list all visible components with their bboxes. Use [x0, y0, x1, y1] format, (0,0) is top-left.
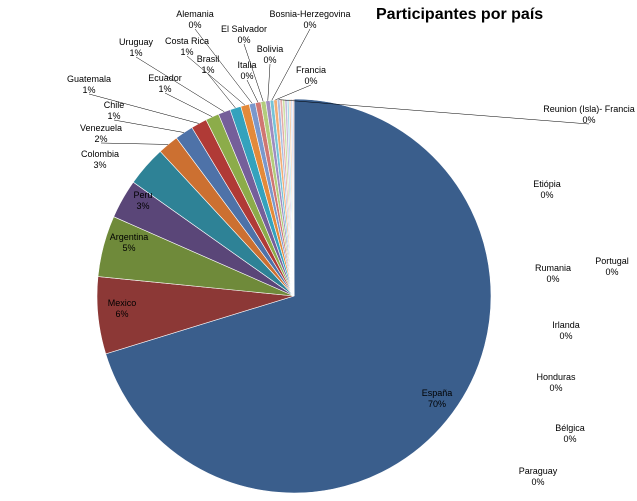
leader-line-brasil: [207, 73, 236, 109]
data-label-espana: España 70%: [422, 388, 453, 409]
data-label-rumania: Rumania 0%: [535, 263, 571, 284]
slice-paraguay: [292, 98, 295, 297]
leader-line-venezuela: [100, 142, 169, 145]
data-label-peru: Peru 3%: [133, 190, 152, 211]
data-label-colombia: Colombia 3%: [81, 149, 119, 170]
data-label-portugal: Portugal 0%: [595, 256, 629, 277]
data-label-ecuador: Ecuador 1%: [148, 73, 182, 94]
data-label-reunion-isla-francia: Reunion (Isla)- Francia 0%: [543, 104, 635, 125]
leader-line-costa-rica: [186, 55, 246, 106]
leader-line-italia: [246, 79, 259, 103]
leader-line-reunion-isla-francia: [278, 99, 590, 125]
data-label-etiopia: Etiópia 0%: [533, 179, 561, 200]
pie-slices: [96, 98, 492, 494]
leader-line-chile: [113, 119, 185, 133]
slice-espana: [105, 98, 492, 494]
data-label-mexico: Mexico 6%: [108, 298, 137, 319]
data-label-argentina: Argentina 5%: [110, 232, 149, 253]
data-label-honduras: Honduras 0%: [536, 372, 576, 393]
data-label-bosnia-herzegovina: Bosnia-Herzegovina 0%: [269, 9, 350, 30]
chart-title: Participantes por país: [376, 6, 543, 23]
leader-line-francia: [275, 84, 312, 101]
leader-line-el-salvador: [243, 43, 264, 102]
data-label-alemania: Alemania 0%: [176, 9, 214, 30]
leader-line-uruguay: [135, 56, 225, 112]
leader-line-guatemala: [88, 93, 199, 124]
data-label-irlanda: Irlanda 0%: [552, 320, 580, 341]
data-label-brasil: Brasil 1%: [197, 54, 220, 75]
leader-line-bosnia-herzegovina: [271, 28, 311, 101]
leader-line-bolivia: [267, 63, 271, 101]
data-label-uruguay: Uruguay 1%: [119, 37, 154, 58]
data-label-chile: Chile 1%: [104, 100, 125, 121]
data-label-venezuela: Venezuela 2%: [80, 123, 122, 144]
data-label-paraguay: Paraguay 0%: [519, 466, 558, 487]
leader-line-ecuador: [164, 92, 213, 118]
leader-line-alemania: [194, 28, 253, 104]
pie-labels: España 70% Mexico 6% Argentina 5% Peru 3% Colomb…: [67, 9, 635, 487]
data-label-francia: Francia 0%: [296, 65, 326, 86]
data-label-guatemala: Guatemala 1%: [67, 74, 111, 95]
data-label-el-salvador: El Salvador 0%: [221, 24, 267, 45]
data-label-belgica: Bélgica 0%: [555, 423, 585, 444]
data-label-bolivia: Bolivia 0%: [257, 44, 284, 65]
data-label-costa-rica: Costa Rica 1%: [165, 36, 209, 57]
data-label-italia: Italia 0%: [237, 60, 256, 81]
